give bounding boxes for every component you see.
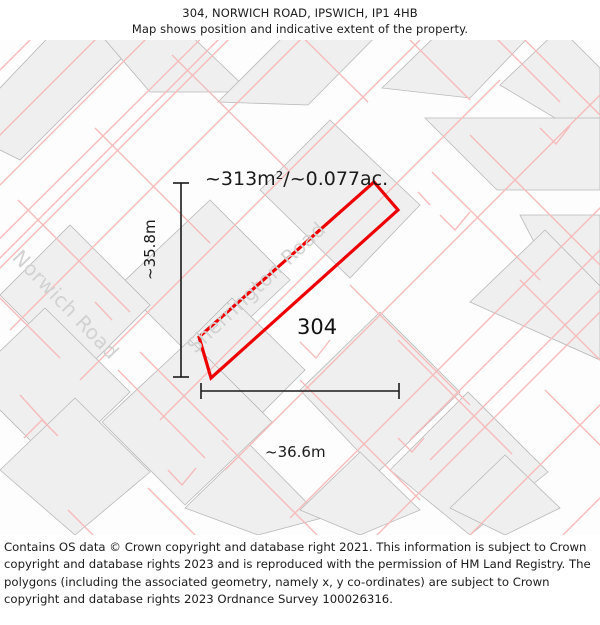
property-plot-outline[interactable] [197, 179, 401, 381]
map-canvas [0, 40, 600, 535]
map-header: 304, NORWICH ROAD, IPSWICH, IP1 4HB Map … [0, 0, 600, 37]
parcel-boundaries [0, 40, 600, 535]
property-map[interactable]: ~313m²/~0.077ac. 304 ~35.8m ~36.6m Norwi… [0, 40, 600, 535]
copyright-text: Contains OS data © Crown copyright and d… [4, 540, 591, 606]
page-subtitle: Map shows position and indicative extent… [131, 22, 469, 36]
dimension-bars [173, 182, 400, 399]
copyright-footer: Contains OS data © Crown copyright and d… [0, 536, 600, 609]
page-title: 304, NORWICH ROAD, IPSWICH, IP1 4HB [182, 6, 418, 20]
